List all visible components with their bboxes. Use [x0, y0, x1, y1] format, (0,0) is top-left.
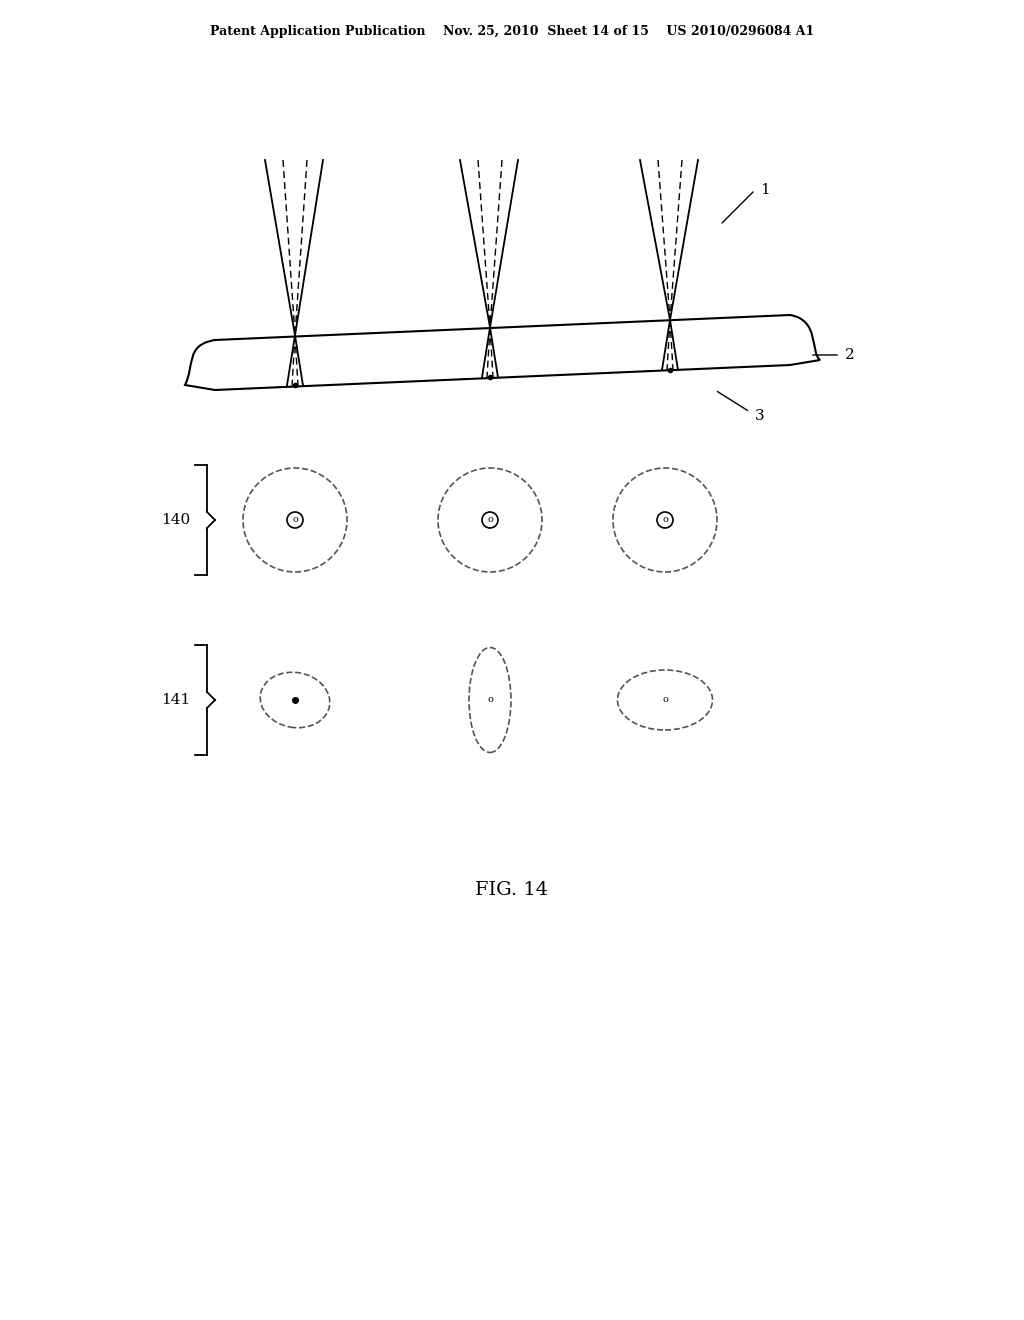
- Text: o: o: [487, 696, 493, 705]
- Text: 140: 140: [161, 513, 190, 527]
- Text: 3: 3: [755, 409, 765, 422]
- Text: o: o: [663, 516, 668, 524]
- Text: o: o: [663, 696, 668, 705]
- Text: FIG. 14: FIG. 14: [475, 880, 549, 899]
- Text: o: o: [292, 696, 298, 705]
- Text: 2: 2: [845, 348, 855, 362]
- Text: 141: 141: [161, 693, 190, 708]
- Text: o: o: [292, 516, 298, 524]
- Text: 1: 1: [760, 183, 770, 197]
- Text: Patent Application Publication    Nov. 25, 2010  Sheet 14 of 15    US 2010/02960: Patent Application Publication Nov. 25, …: [210, 25, 814, 38]
- Text: o: o: [487, 516, 493, 524]
